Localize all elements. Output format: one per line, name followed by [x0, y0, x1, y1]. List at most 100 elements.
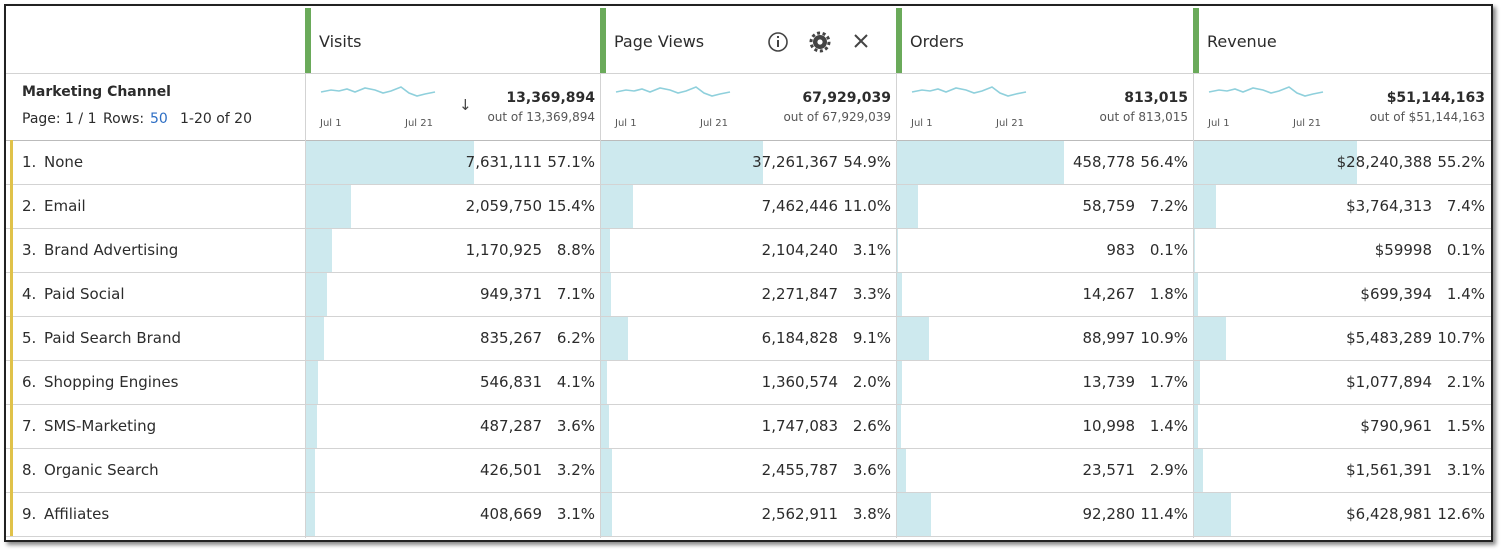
cell-bar [601, 185, 634, 228]
cell-percent: 3.6% [852, 461, 891, 479]
row-accent [10, 360, 13, 404]
cell-bar [1194, 493, 1232, 536]
row-divider [6, 184, 1491, 185]
cell-bar [306, 185, 352, 228]
cell-percent: 1.5% [1446, 417, 1485, 435]
row-range: 1-20 of 20 [180, 111, 252, 127]
cell-value: 1,747,083 [761, 417, 838, 435]
row-rank: 6. [22, 373, 37, 391]
rows-label: Rows: [103, 111, 145, 127]
cell-bar [601, 493, 613, 536]
cell-bar [306, 229, 332, 272]
row-rank: 8. [22, 461, 37, 479]
cell-percent: 1.7% [1149, 373, 1188, 391]
row-accent [10, 492, 13, 536]
column-divider [600, 73, 601, 538]
sparkline [911, 86, 1027, 97]
cell-percent: 10.9% [1140, 329, 1188, 347]
column-grip [1193, 8, 1199, 73]
cell-bar [1194, 141, 1358, 184]
cell-percent: 3.2% [556, 461, 595, 479]
column-total: 67,929,039 [802, 90, 891, 106]
cell-value: 1,360,574 [761, 373, 838, 391]
cell-value: 487,287 [479, 417, 542, 435]
cell-bar [897, 449, 906, 492]
cell-percent: 0.1% [1446, 241, 1485, 259]
cell-percent: 2.1% [1446, 373, 1485, 391]
row-divider [6, 536, 1491, 537]
cell-value: 23,571 [1082, 461, 1136, 479]
row-accent [10, 140, 13, 184]
cell-value: 2,562,911 [761, 505, 838, 523]
column-total: $51,144,163 [1386, 90, 1485, 106]
cell-bar [897, 405, 902, 448]
cell-value: 58,759 [1082, 197, 1136, 215]
cell-value: 458,778 [1072, 153, 1135, 171]
cell-value: $3,764,313 [1346, 197, 1432, 215]
cell-percent: 2.6% [852, 417, 891, 435]
cell-percent: 7.2% [1149, 197, 1188, 215]
cell-bar [601, 141, 763, 184]
row-rank: 7. [22, 417, 37, 435]
cell-bar [897, 493, 931, 536]
cell-percent: 9.1% [852, 329, 891, 347]
cell-percent: 1.4% [1149, 417, 1188, 435]
row-rank: 5. [22, 329, 37, 347]
cell-value: $1,561,391 [1346, 461, 1432, 479]
cell-percent: 7.1% [556, 285, 595, 303]
cell-value: 2,271,847 [761, 285, 838, 303]
cell-value: $699,394 [1360, 285, 1432, 303]
cell-bar [601, 229, 611, 272]
cell-bar [601, 317, 628, 360]
cell-percent: 3.1% [1446, 461, 1485, 479]
cell-value: 426,501 [479, 461, 542, 479]
cell-value: 14,267 [1082, 285, 1136, 303]
sparkline-end: Jul 21 [700, 118, 728, 129]
summary-divider [6, 140, 1491, 141]
cell-percent: 3.6% [556, 417, 595, 435]
cell-value: 10,998 [1082, 417, 1136, 435]
cell-bar [1194, 361, 1201, 404]
column-out-of: out of 13,369,894 [487, 110, 595, 124]
sparkline-start: Jul 1 [1208, 118, 1230, 129]
cell-value: 37,261,367 [752, 153, 838, 171]
cell-value: 949,371 [479, 285, 542, 303]
cell-value: $5,483,289 [1346, 329, 1432, 347]
cell-percent: 6.2% [556, 329, 595, 347]
cell-value: 983 [1106, 241, 1135, 259]
row-name: Email [44, 197, 86, 215]
row-divider [6, 492, 1491, 493]
cell-bar [1194, 317, 1226, 360]
cell-bar [306, 449, 316, 492]
column-out-of: out of 813,015 [1099, 110, 1188, 124]
sparkline [1208, 86, 1324, 97]
cell-value: 835,267 [479, 329, 542, 347]
info-icon[interactable] [768, 32, 788, 52]
sparkline-end: Jul 21 [1293, 118, 1321, 129]
cell-value: 92,280 [1082, 505, 1136, 523]
row-name: SMS-Marketing [44, 417, 157, 435]
cell-percent: 15.4% [547, 197, 595, 215]
cell-percent: 11.0% [843, 197, 891, 215]
sort-arrow[interactable]: ↓ [459, 96, 472, 114]
settings-icon[interactable] [809, 31, 831, 53]
cell-bar [1194, 449, 1204, 492]
row-accent [10, 448, 13, 492]
cell-percent: 2.0% [852, 373, 891, 391]
sparkline [320, 86, 436, 97]
row-divider [6, 316, 1491, 317]
column-out-of: out of $51,144,163 [1369, 110, 1485, 124]
row-name: Organic Search [44, 461, 159, 479]
row-divider [6, 360, 1491, 361]
row-accent [10, 272, 13, 316]
row-rank: 1. [22, 153, 37, 171]
cell-value: 88,997 [1082, 329, 1136, 347]
page-info: Page: 1 / 1 [22, 111, 97, 127]
column-total: 13,369,894 [506, 90, 595, 106]
close-icon[interactable] [854, 34, 868, 48]
rows-value[interactable]: 50 [150, 111, 168, 127]
cell-bar [1194, 405, 1199, 448]
cell-percent: 3.1% [556, 505, 595, 523]
cell-value: $790,961 [1360, 417, 1432, 435]
